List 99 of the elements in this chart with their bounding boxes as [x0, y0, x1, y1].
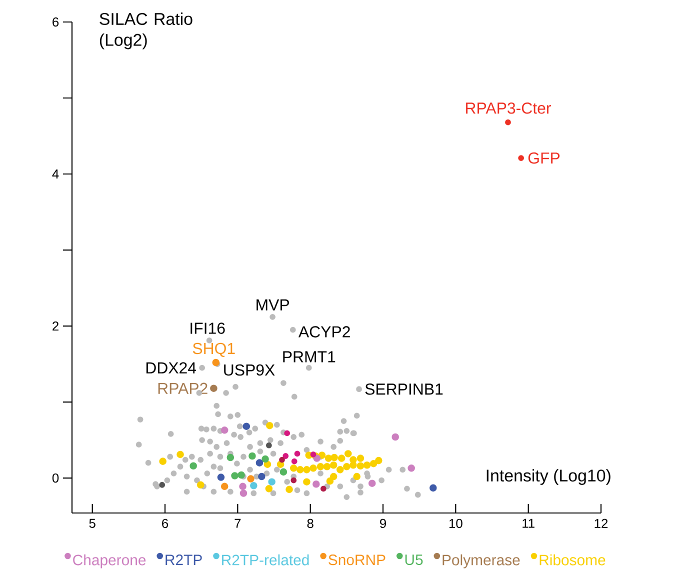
annotation: DDX24	[146, 362, 196, 374]
point	[505, 119, 511, 126]
x-tick-label: 5	[89, 518, 96, 528]
point	[518, 155, 524, 161]
annotation: USP9X	[224, 364, 275, 376]
point	[303, 466, 310, 474]
legend-label: SnoRNP	[328, 554, 386, 566]
annotation: SHQ1	[192, 342, 235, 357]
point	[408, 464, 415, 472]
point	[320, 486, 326, 492]
point	[279, 456, 285, 463]
point	[296, 466, 304, 474]
point	[159, 482, 166, 488]
x-tick-label: 8	[307, 518, 314, 528]
point	[248, 452, 256, 460]
point	[238, 471, 245, 479]
point	[220, 426, 228, 434]
point	[356, 454, 364, 462]
point	[196, 481, 204, 489]
x-tick-label: 7	[234, 518, 241, 528]
annotation: IFI16	[190, 322, 225, 334]
point	[290, 477, 297, 484]
legend-label: Ribosome	[540, 554, 606, 566]
point	[266, 422, 274, 430]
point	[368, 480, 376, 488]
annotation: GFP	[528, 152, 560, 164]
y-axis-title: SILAC Ratio (Log2)	[100, 12, 192, 50]
point	[343, 462, 350, 470]
point	[262, 455, 269, 463]
point	[363, 461, 371, 469]
annotation: ACYP2	[298, 326, 350, 338]
point	[330, 454, 338, 462]
point	[226, 454, 234, 462]
legend-label: Chaperone	[73, 554, 146, 568]
legend-label: U5	[405, 554, 423, 566]
legend-label: R2TP	[166, 554, 202, 565]
point	[190, 462, 198, 470]
point	[258, 472, 266, 480]
point	[374, 456, 382, 464]
point	[266, 442, 272, 448]
point	[290, 464, 298, 472]
point	[250, 482, 258, 490]
y-tick-label: 2	[52, 322, 58, 331]
point	[284, 430, 290, 436]
point	[318, 452, 326, 459]
annotation: SERPINB1	[365, 383, 443, 395]
point	[220, 482, 228, 490]
point	[247, 475, 254, 482]
point	[294, 450, 300, 457]
annotation: MVP	[256, 299, 289, 310]
point	[353, 472, 360, 480]
point	[265, 485, 273, 492]
point	[303, 478, 310, 486]
point	[231, 472, 238, 480]
legend-label: Polymerase	[442, 554, 520, 568]
point	[313, 454, 321, 462]
point	[176, 450, 184, 458]
point	[330, 461, 338, 469]
x-tick-label: 6	[162, 518, 168, 528]
point	[239, 482, 246, 490]
point	[268, 478, 276, 486]
point	[282, 453, 289, 459]
point	[350, 456, 357, 464]
point	[240, 490, 248, 497]
point	[310, 452, 316, 458]
x-axis-title: Intensity (Log10)	[486, 469, 610, 485]
point	[356, 462, 364, 470]
point	[324, 454, 332, 462]
point	[242, 422, 250, 430]
point	[286, 486, 293, 494]
x-tick-label: 11	[522, 518, 534, 528]
annotation: RPAP2	[158, 382, 208, 394]
x-tick-label: 9	[380, 518, 386, 528]
legend-label: R2TP-related	[222, 554, 309, 566]
point	[370, 460, 378, 468]
x-tick-label: 12	[594, 518, 608, 528]
y-tick-label: 0	[52, 473, 59, 483]
point	[256, 459, 264, 466]
annotation: RPAP3-Cter	[466, 102, 551, 114]
point	[291, 458, 298, 464]
annotation: PRMT1	[283, 351, 336, 362]
y-tick-label: 4	[52, 170, 59, 178]
point	[326, 477, 334, 485]
point	[323, 462, 331, 470]
y-tick-label: 6	[52, 17, 59, 27]
point	[338, 454, 346, 462]
point	[312, 480, 320, 488]
x-tick-label: 10	[449, 518, 462, 528]
point	[429, 484, 437, 492]
point	[212, 358, 220, 366]
point	[159, 458, 166, 465]
point	[336, 466, 344, 474]
point	[392, 433, 400, 441]
point	[316, 462, 324, 470]
point	[310, 464, 317, 472]
point	[280, 468, 288, 476]
point	[344, 450, 352, 458]
point	[210, 384, 218, 392]
point	[217, 474, 225, 481]
